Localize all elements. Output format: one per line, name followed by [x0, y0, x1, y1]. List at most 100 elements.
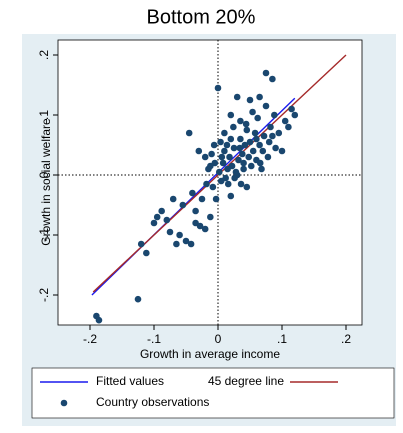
point	[212, 195, 220, 203]
point	[210, 141, 218, 149]
y-tick-label: -.1	[37, 228, 51, 242]
point	[214, 84, 222, 92]
point	[233, 93, 241, 101]
point	[185, 129, 193, 137]
point	[258, 165, 265, 173]
legend-swatch	[60, 399, 68, 407]
point	[228, 162, 236, 170]
point	[226, 153, 233, 161]
point	[237, 117, 244, 125]
point	[239, 150, 246, 158]
point	[271, 111, 278, 119]
point	[251, 129, 259, 137]
point	[196, 222, 204, 230]
point	[143, 249, 150, 257]
point	[253, 135, 260, 143]
point	[285, 123, 292, 131]
point	[182, 237, 190, 245]
point	[254, 114, 261, 122]
point	[241, 141, 249, 149]
y-tick-label: .2	[37, 50, 51, 60]
point	[278, 147, 286, 155]
point	[169, 195, 177, 203]
point	[207, 213, 214, 221]
point	[230, 123, 237, 131]
x-tick-label: .1	[277, 332, 287, 346]
point	[221, 147, 228, 155]
point	[176, 231, 183, 239]
point	[221, 129, 228, 137]
point	[246, 138, 254, 146]
point	[198, 195, 206, 203]
point	[236, 144, 244, 152]
point	[247, 162, 255, 170]
point	[224, 180, 232, 188]
legend-label: Country observations	[96, 395, 209, 409]
point	[269, 132, 276, 140]
point	[187, 240, 195, 248]
point	[259, 147, 267, 155]
point	[269, 75, 276, 83]
point	[237, 180, 245, 188]
point	[249, 108, 256, 116]
point	[201, 225, 209, 233]
point	[230, 144, 238, 152]
point	[275, 129, 283, 137]
point	[219, 159, 227, 167]
point	[208, 150, 215, 158]
point	[243, 126, 251, 134]
point	[215, 168, 223, 176]
point	[227, 192, 235, 200]
point	[262, 102, 270, 110]
x-tick-label: 0	[215, 332, 222, 346]
point	[222, 174, 229, 182]
point	[249, 147, 257, 155]
point	[203, 180, 210, 188]
point	[231, 174, 238, 182]
point	[264, 153, 272, 161]
point	[207, 162, 214, 170]
point	[163, 216, 171, 224]
y-axis-title: Growth in social welfare	[39, 118, 53, 246]
point	[267, 123, 274, 131]
point	[281, 117, 289, 125]
y-tick-label: -.2	[37, 288, 51, 302]
point	[242, 120, 250, 128]
point	[265, 138, 273, 146]
point	[227, 111, 235, 119]
point	[153, 213, 161, 221]
point	[256, 93, 263, 101]
legend-label: 45 degree line	[208, 374, 284, 388]
x-tick-label: -.1	[147, 332, 161, 346]
x-axis-title: Growth in average income	[140, 347, 280, 361]
point	[227, 135, 235, 143]
point	[243, 183, 251, 191]
y-tick-label: .1	[37, 110, 51, 120]
point	[288, 105, 295, 113]
point	[262, 69, 270, 77]
point	[95, 316, 103, 324]
point	[209, 183, 217, 191]
legend-box	[31, 367, 395, 419]
point	[189, 189, 196, 197]
point	[179, 201, 187, 209]
point	[201, 153, 209, 161]
point	[134, 295, 142, 303]
point	[245, 153, 253, 161]
x-tick-label: -.2	[83, 332, 97, 346]
point	[260, 132, 268, 140]
y-tick-label: 0	[37, 171, 51, 178]
point	[240, 165, 247, 173]
point	[235, 156, 242, 164]
point	[291, 111, 299, 119]
point	[237, 135, 244, 143]
point	[158, 207, 165, 215]
point	[166, 228, 174, 236]
point	[240, 159, 247, 167]
point	[223, 141, 231, 149]
point	[217, 138, 224, 146]
point	[195, 147, 203, 155]
point	[192, 207, 199, 215]
legend-label: Fitted values	[96, 374, 164, 388]
